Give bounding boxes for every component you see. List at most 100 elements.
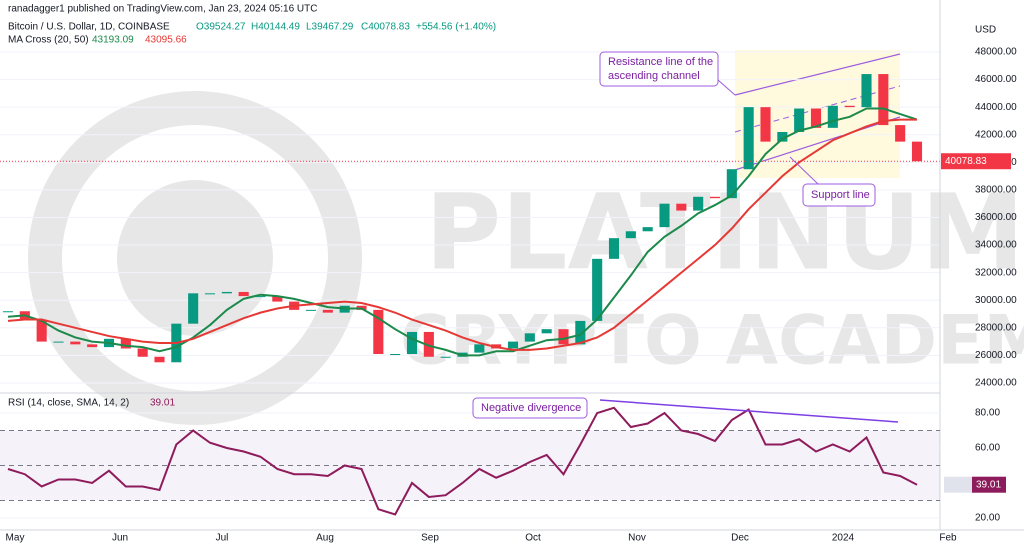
x-tick-label: Feb: [939, 533, 957, 544]
price-tag: [941, 153, 1011, 170]
x-tick-label: Jun: [112, 533, 128, 544]
y-tick-label: 48000.00: [975, 47, 1017, 58]
candle: [238, 291, 249, 297]
candle: [760, 107, 771, 142]
x-tick-label: Oct: [525, 533, 541, 544]
candle: [676, 203, 687, 211]
candle: [70, 341, 81, 345]
candle: [474, 344, 485, 353]
callout-box: [599, 51, 719, 87]
ohlc: L39467.29: [306, 22, 354, 33]
candle: [777, 131, 788, 142]
y-tick-label: 26000.00: [975, 350, 1017, 361]
candle: [895, 125, 906, 142]
y-tick-label: 30000.00: [975, 295, 1017, 306]
candle: [137, 348, 148, 357]
ma-line: [7, 107, 918, 357]
callout-line: [789, 156, 819, 185]
y-tick-label: 42000.00: [975, 129, 1017, 140]
candle: [541, 329, 552, 334]
candle: [743, 107, 754, 170]
candle: [390, 354, 401, 356]
rsi-tag: [972, 476, 1006, 493]
ohlc: C40078.83: [361, 22, 410, 33]
callout-line: [717, 79, 736, 96]
ohlc: O39524.27: [196, 22, 246, 33]
annotation: ascending channel: [608, 70, 700, 82]
rsi-panel: [0, 406, 940, 519]
candle: [87, 344, 98, 348]
candle: [642, 227, 653, 232]
symbol: Bitcoin / U.S. Dollar, 1D, COINBASE: [8, 22, 170, 33]
candle: [726, 169, 737, 199]
publisher: ranadagger1 published on TradingView.com…: [8, 4, 317, 15]
resistance-line: [734, 53, 901, 96]
watermark: [28, 91, 362, 425]
candle: [322, 309, 333, 313]
candle: [305, 309, 317, 311]
candle: [188, 293, 199, 324]
candle: [53, 341, 64, 343]
divergence-line: [599, 399, 899, 423]
x-tick-label: Jul: [216, 533, 229, 544]
candle: [575, 320, 586, 345]
indicator-name: MA Cross (20, 50): [8, 35, 89, 46]
x-tick-label: Sep: [421, 533, 439, 544]
price-tag-label: 40078.83: [945, 156, 987, 167]
annotation: Support line: [811, 189, 870, 201]
rsi-tag: [944, 476, 972, 493]
candle: [810, 108, 822, 128]
candle: [794, 108, 805, 132]
x-tick-label: Aug: [316, 533, 334, 544]
y-tick-label: 80.00: [975, 408, 1000, 419]
candle: [440, 356, 451, 358]
x-tick-label: Nov: [628, 533, 646, 544]
x-tick-label: May: [6, 533, 25, 544]
candle: [693, 196, 704, 211]
rsi-line: [7, 406, 918, 516]
y-tick-label: 20.00: [975, 513, 1000, 524]
ma-line: [7, 118, 917, 351]
y-tick-label: 34000.00: [975, 240, 1017, 251]
watermark-disc: [117, 180, 273, 336]
annotation: Negative divergence: [481, 402, 581, 414]
callout-box: [802, 183, 876, 207]
x-tick-label: 2024: [832, 533, 855, 544]
candle: [204, 293, 216, 295]
candle: [221, 291, 232, 294]
candle: [423, 331, 434, 357]
y-tick-label: 38000.00: [975, 185, 1017, 196]
y-tick-label: 44000.00: [975, 102, 1017, 113]
candle: [558, 329, 569, 345]
candle: [272, 296, 283, 302]
candle: [861, 74, 872, 108]
candle: [154, 356, 165, 363]
watermark-ring: [28, 91, 362, 425]
ma-value: 43193.09: [92, 35, 134, 46]
y-tick-label: 46000.00: [975, 74, 1017, 85]
ma-value: 43095.66: [145, 35, 187, 46]
change: +554.56 (+1.40%): [416, 22, 496, 33]
y-tick-label: 36000.00: [975, 212, 1017, 223]
candle: [406, 331, 418, 355]
candle: [659, 203, 670, 228]
candle: [36, 319, 47, 342]
rsi-tag-value: 39.01: [976, 479, 1001, 490]
y-tick-label: 32000.00: [975, 267, 1017, 278]
x-tick-label: Dec: [731, 533, 749, 544]
rsi-value: 39.01: [150, 398, 175, 409]
candle: [878, 74, 889, 126]
watermark-text: CRYPTO ACADEMY: [400, 302, 1024, 381]
candle: [844, 105, 855, 108]
candle: [709, 196, 721, 199]
indicator-name: RSI (14, close, SMA, 14, 2): [8, 398, 129, 409]
candle: [373, 309, 384, 355]
axis-unit: USD: [975, 25, 996, 36]
candle: [592, 258, 603, 321]
price-panel: [0, 51, 940, 384]
annotation: Resistance line of the: [608, 56, 713, 68]
y-tick-label: 28000.00: [975, 322, 1017, 333]
candle: [524, 333, 535, 342]
candle: [255, 296, 266, 298]
